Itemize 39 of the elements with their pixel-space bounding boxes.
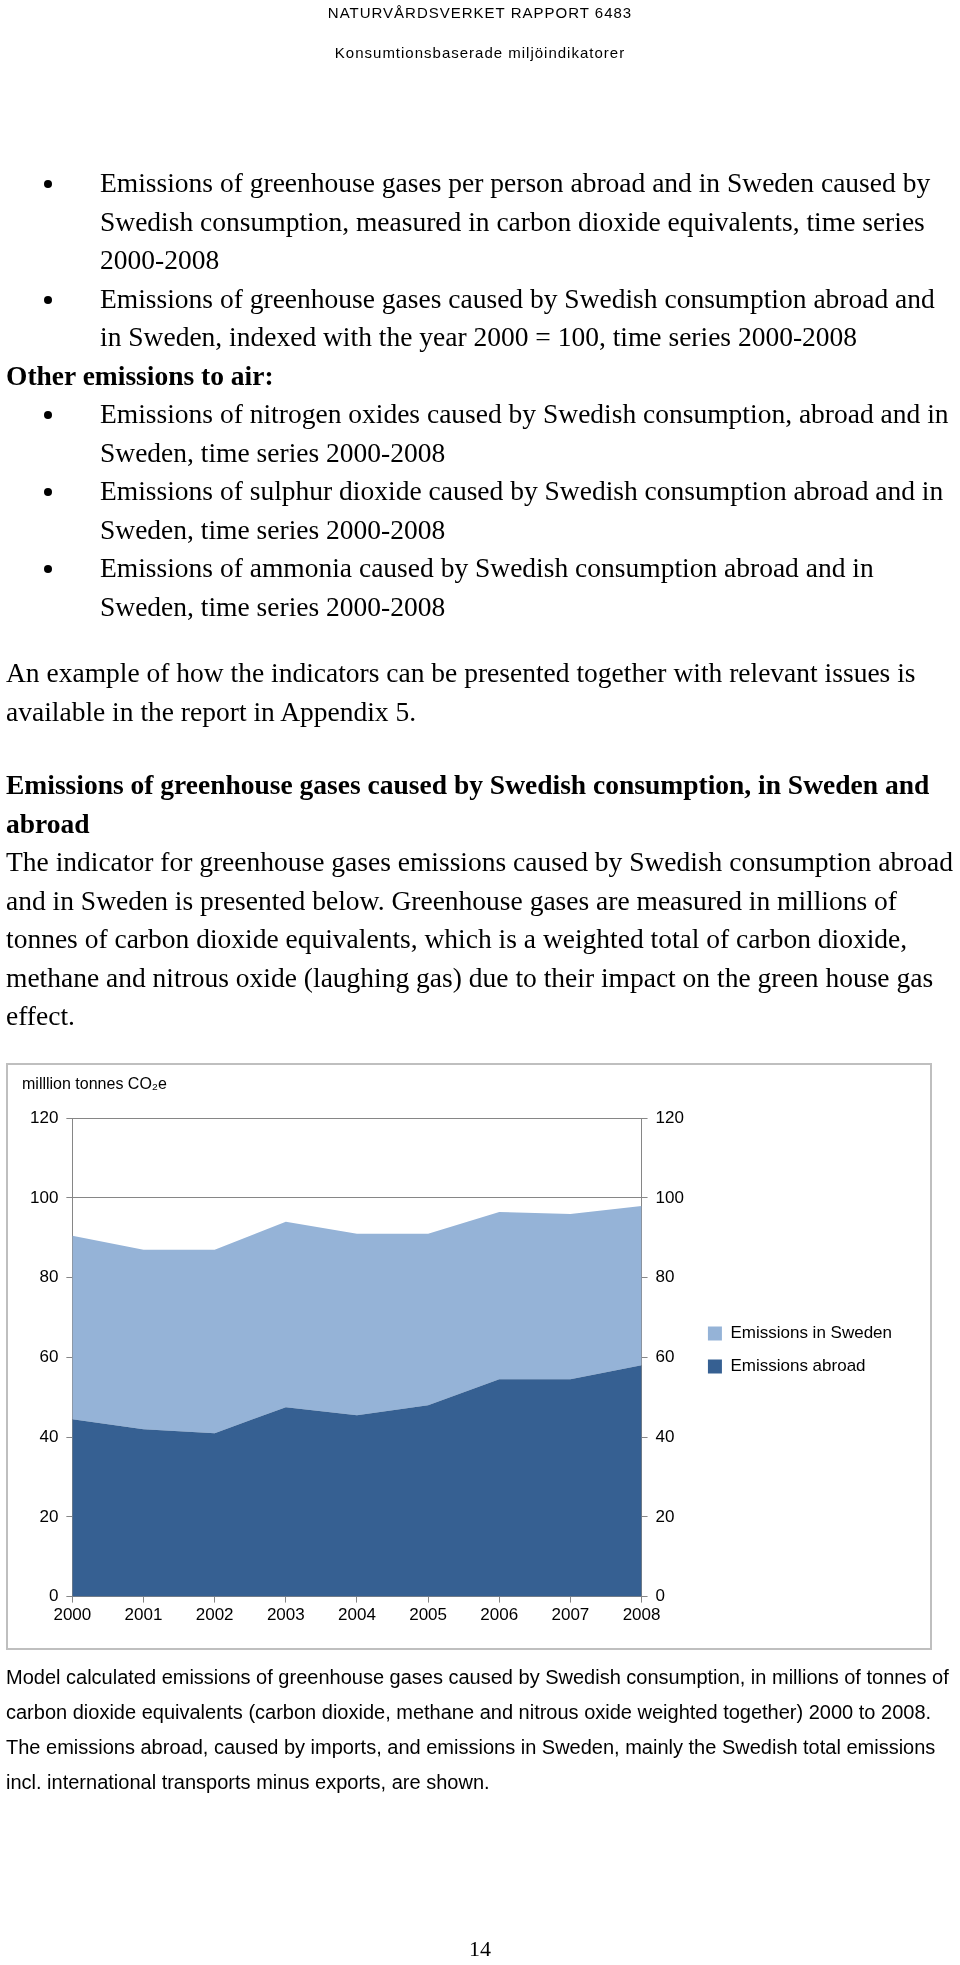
text: The indicator for greenhouse gases emissions caused by Swedish consumption abroad and in Sweden is presented below. Greenhouse gases are measured in millions of tonnes of carbon dioxide equivalents, which is a weighted total of carbon dioxide, methane and nitrous oxide (laughing gas) due to their impact on the green house gas effect.	[6, 845, 954, 1033]
text: Emissions of ammonia caused by Swedish consumption abroad and in Sweden, time series 2000-2008	[100, 552, 874, 622]
x-tick-label: 2006	[480, 1605, 519, 1625]
x-tick-label: 2003	[266, 1605, 305, 1625]
y2-tick-label: 60	[655, 1347, 675, 1367]
x-tick-label: 2007	[551, 1605, 590, 1625]
y-axis-title: milllion tonnes CO₂e	[22, 1075, 168, 1093]
y-tick-label: 20	[39, 1506, 59, 1526]
y2-tick-label: 0	[655, 1586, 666, 1606]
text: An example of how the indicators can be presented together with relevant issues is available in the report in Appendix 5.	[6, 656, 917, 729]
y-tick-label: 40	[39, 1426, 59, 1446]
x-tick-label: 2004	[338, 1605, 376, 1625]
y-tick-label: 80	[39, 1267, 59, 1287]
y2-tick-label: 40	[655, 1426, 675, 1446]
y-tick-label: 120	[29, 1107, 59, 1127]
text: Emissions of sulphur dioxide caused by Swedish consumption abroad and in Sweden, time series 2000-2008	[100, 475, 944, 545]
text: Emissions of greenhouse gases caused by Swedish consumption abroad and in Sweden, indexed with the year 2000 = 100, time series 2000-2008	[100, 282, 935, 352]
x-tick-label: 2002	[195, 1605, 234, 1625]
text: Emissions of greenhouse gases per person abroad and in Sweden caused by Swedish consumption, measured in carbon dioxide equivalents, time series 2000-2008	[100, 167, 931, 275]
x-tick-label: 2000	[53, 1605, 92, 1625]
y2-tick-label: 20	[655, 1506, 675, 1526]
text: 14	[468, 1936, 492, 1962]
text: Other emissions to air:	[5, 358, 275, 393]
text: NATURVÅRDSVERKET RAPPORT 6483	[326, 3, 634, 23]
y-tick-label: 100	[29, 1187, 59, 1207]
y2-tick-label: 120	[655, 1107, 684, 1127]
chart-title: Emissions of greenhouse gases caused by Swedish consumption, in Sweden and abroad	[6, 768, 931, 841]
y-tick-label: 0	[48, 1586, 59, 1606]
y2-tick-label: 100	[655, 1187, 684, 1207]
x-tick-label: 2008	[622, 1605, 661, 1625]
text: Emissions of nitrogen oxides caused by Swedish consumption, abroad and in Sweden, time series 2000-2008	[100, 398, 949, 468]
y2-tick-label: 80	[655, 1267, 675, 1287]
legend-label: Emissions abroad	[730, 1356, 866, 1376]
x-tick-label: 2001	[124, 1605, 163, 1625]
legend-label: Emissions in Sweden	[730, 1323, 892, 1343]
x-tick-label: 2005	[409, 1605, 448, 1625]
y-tick-label: 60	[39, 1347, 59, 1367]
text: Model calculated emissions of greenhouse gases caused by Swedish consumption, in millions of tonnes of carbon dioxide equivalents (carbon dioxide, methane and nitrous oxide weighted together) 2000 to 2008. The emissions abroad, caused by imports, and emissions in Sweden, mainly the Swedish total emissions incl. international transports minus exports, are shown.	[6, 1665, 950, 1795]
text: Konsumtionsbaserade miljöindikatorer	[333, 43, 627, 63]
